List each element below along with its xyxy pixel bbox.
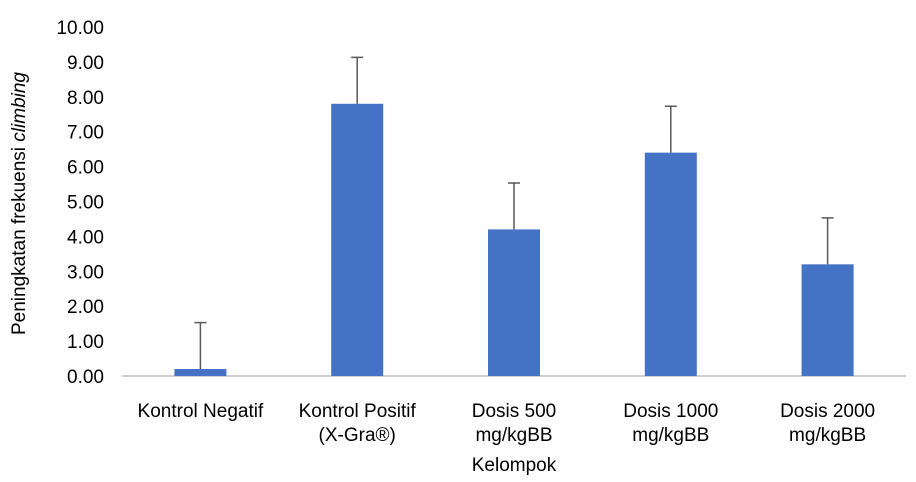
y-axis-title-italic: climbing <box>9 72 30 142</box>
y-tick-label: 4.00 <box>67 227 104 248</box>
bar <box>644 152 697 376</box>
category-label: Dosis 1000 mg/kgBB <box>623 401 718 446</box>
y-tick-label: 6.00 <box>67 158 104 179</box>
bar <box>331 103 384 376</box>
y-axis-title: Peningkatan frekuensi climbing <box>9 72 30 335</box>
y-tick-label: 5.00 <box>67 193 104 214</box>
bar <box>801 264 854 376</box>
y-axis-ticks: 0.00 1.00 2.00 3.00 4.00 5.00 6.00 7.00 8.00 9.00… <box>56 18 104 388</box>
y-tick-label: 3.00 <box>67 262 104 283</box>
y-tick-label: 7.00 <box>67 123 104 144</box>
bar <box>488 229 540 376</box>
category-label: Kontrol Positif (X-Gra®) <box>299 401 417 446</box>
category-label: Dosis 500 mg/kgBB <box>472 401 557 446</box>
error-bars-group <box>194 56 834 370</box>
y-tick-label: 2.00 <box>67 297 104 318</box>
bars-group <box>174 103 854 376</box>
y-tick-label: 9.00 <box>67 53 104 74</box>
y-tick-label: 8.00 <box>67 88 104 109</box>
x-axis-title: Kelompok <box>472 455 557 476</box>
y-tick-label: 1.00 <box>67 332 104 353</box>
y-tick-label: 0.00 <box>67 367 104 388</box>
category-label: Kontrol Negatif <box>138 401 264 422</box>
y-axis-title-prefix: Peningkatan frekuensi <box>9 142 30 335</box>
category-labels: Kontrol Negatif Kontrol Positif (X-Gra®) Do… <box>138 401 876 446</box>
bar <box>174 369 227 376</box>
category-label: Dosis 2000 mg/kgBB <box>780 401 875 446</box>
y-tick-label: 10.00 <box>56 18 104 39</box>
